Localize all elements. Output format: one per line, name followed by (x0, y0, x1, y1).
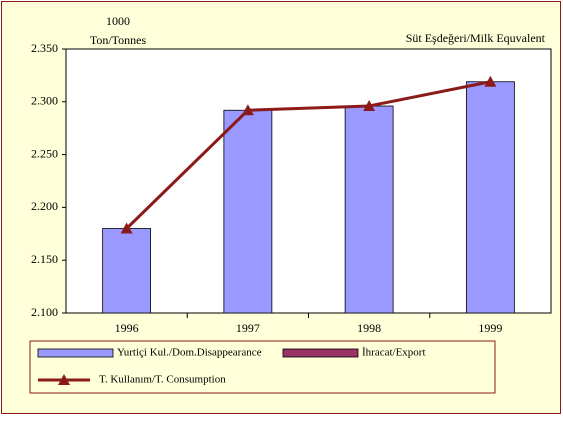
y-tick-label: 2.350 (31, 41, 58, 55)
bar (102, 228, 152, 314)
y-axis-label: Ton/Tonnes (90, 33, 147, 47)
y-tick-label: 2.100 (31, 305, 58, 319)
legend-marker (58, 374, 70, 385)
bar (344, 105, 394, 314)
legend-swatch (282, 348, 359, 358)
bar (223, 109, 273, 314)
marker (363, 100, 376, 112)
marker (120, 222, 133, 234)
marker (241, 104, 254, 116)
line (125, 80, 491, 230)
x-tick-label: 1996 (115, 321, 139, 335)
y-tick-label: 2.150 (31, 252, 58, 266)
bar (465, 81, 515, 314)
legend-label: Yurtiçi Kul./Dom.Disappearance (117, 347, 262, 359)
y-tick-label: 2.250 (31, 146, 58, 160)
annotation: Süt Eşdeğeri/Milk Equvalent (406, 31, 546, 45)
legend-swatch (37, 348, 114, 358)
x-tick-label: 1997 (236, 321, 260, 335)
y-tick-label: 2.200 (31, 199, 58, 213)
legend-label: İhracat/Export (362, 347, 426, 359)
y-axis-label: 1000 (106, 14, 130, 28)
x-tick-label: 1999 (478, 321, 502, 335)
legend (29, 340, 496, 394)
legend-label: T. Kullanım/T. Consumption (99, 374, 226, 386)
y-tick-label: 2.300 (31, 94, 58, 108)
marker (484, 75, 497, 87)
x-tick-label: 1998 (357, 321, 381, 335)
